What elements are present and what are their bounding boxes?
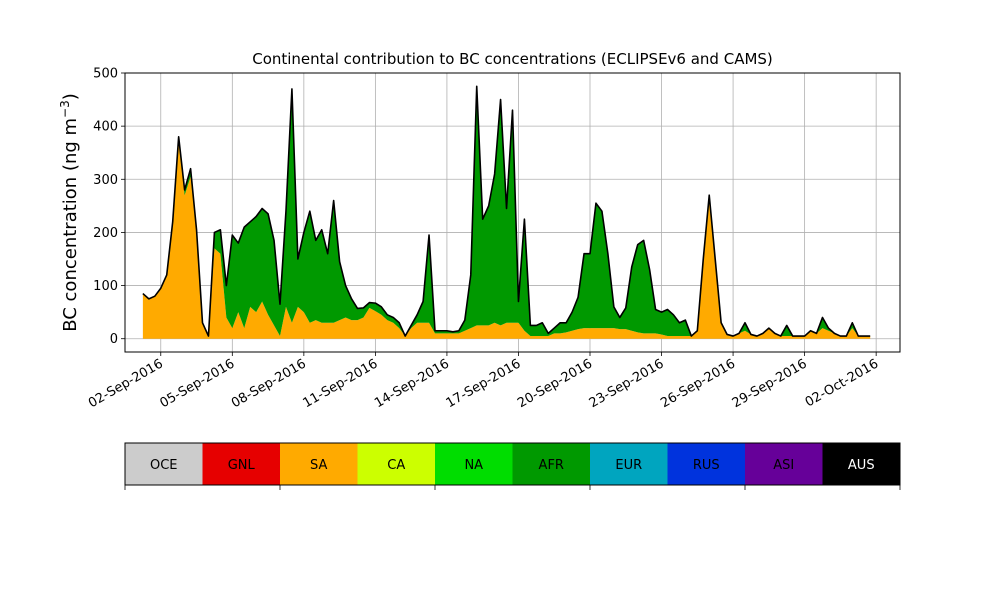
area-sa bbox=[142, 142, 871, 339]
legend-label-afr: AFR bbox=[539, 458, 564, 473]
legend-label-eur: EUR bbox=[615, 458, 642, 473]
legend-label-aus: AUS bbox=[848, 458, 875, 473]
x-tick-label: 02-Sep-2016 bbox=[86, 356, 166, 411]
x-tick-label: 29-Sep-2016 bbox=[730, 356, 810, 411]
legend-swatch-asi bbox=[745, 443, 823, 485]
y-tick-label: 300 bbox=[93, 173, 118, 188]
legend-label-na: NA bbox=[464, 458, 483, 473]
x-tick-label: 11-Sep-2016 bbox=[301, 356, 381, 411]
legend-label-oce: OCE bbox=[150, 458, 178, 473]
area-afr bbox=[142, 86, 871, 337]
y-tick-label: 400 bbox=[93, 120, 118, 135]
legend-swatch-sa bbox=[280, 443, 358, 485]
x-tick-label: 17-Sep-2016 bbox=[444, 356, 524, 411]
x-tick-label: 14-Sep-2016 bbox=[372, 356, 452, 411]
chart-title: Continental contribution to BC concentra… bbox=[252, 50, 773, 68]
y-tick-label: 100 bbox=[93, 279, 118, 294]
x-tick-label: 02-Oct-2016 bbox=[803, 356, 881, 410]
y-axis: 0 100 200 300 400 500 bbox=[93, 67, 125, 347]
legend-swatch-na bbox=[435, 443, 513, 485]
y-axis-label-superscript: −3 bbox=[58, 100, 72, 118]
legend-swatch-ca bbox=[357, 443, 436, 485]
legend-swatch-rus bbox=[667, 443, 746, 485]
stacked-areas bbox=[142, 86, 871, 339]
legend-label-ca: CA bbox=[387, 458, 405, 473]
legend-swatch-afr bbox=[512, 443, 591, 485]
x-tick-label: 20-Sep-2016 bbox=[515, 356, 595, 411]
legend-swatch-oce bbox=[125, 443, 203, 485]
legend-label-sa: SA bbox=[310, 458, 327, 473]
legend-label-gnl: GNL bbox=[228, 458, 256, 473]
legend-frame bbox=[124, 442, 901, 486]
total-line bbox=[142, 85, 871, 337]
legend-swatch-gnl bbox=[202, 443, 281, 485]
plot-frame bbox=[124, 72, 901, 353]
y-tick-label: 500 bbox=[93, 67, 118, 82]
y-axis-label: BC concentration (ng m−3) bbox=[58, 93, 81, 332]
x-tick-label: 23-Sep-2016 bbox=[587, 356, 667, 411]
y-tick-label: 200 bbox=[93, 226, 118, 241]
x-tick-label: 26-Sep-2016 bbox=[658, 356, 738, 411]
x-tick-label: 08-Sep-2016 bbox=[229, 356, 309, 411]
legend-label-asi: ASI bbox=[773, 458, 794, 473]
total-concentration-line bbox=[142, 85, 871, 337]
legend-label-rus: RUS bbox=[693, 458, 720, 473]
legend-swatch-eur bbox=[590, 443, 668, 485]
legend-colorbar: OCE GNL SA CA NA AFR EUR RUS ASI AUS bbox=[124, 442, 901, 490]
y-tick-label: 0 bbox=[110, 332, 118, 347]
x-tick-label: 05-Sep-2016 bbox=[157, 356, 237, 411]
legend-swatch-aus bbox=[822, 443, 901, 485]
x-axis: 02-Sep-201605-Sep-201608-Sep-201611-Sep-… bbox=[86, 352, 881, 411]
